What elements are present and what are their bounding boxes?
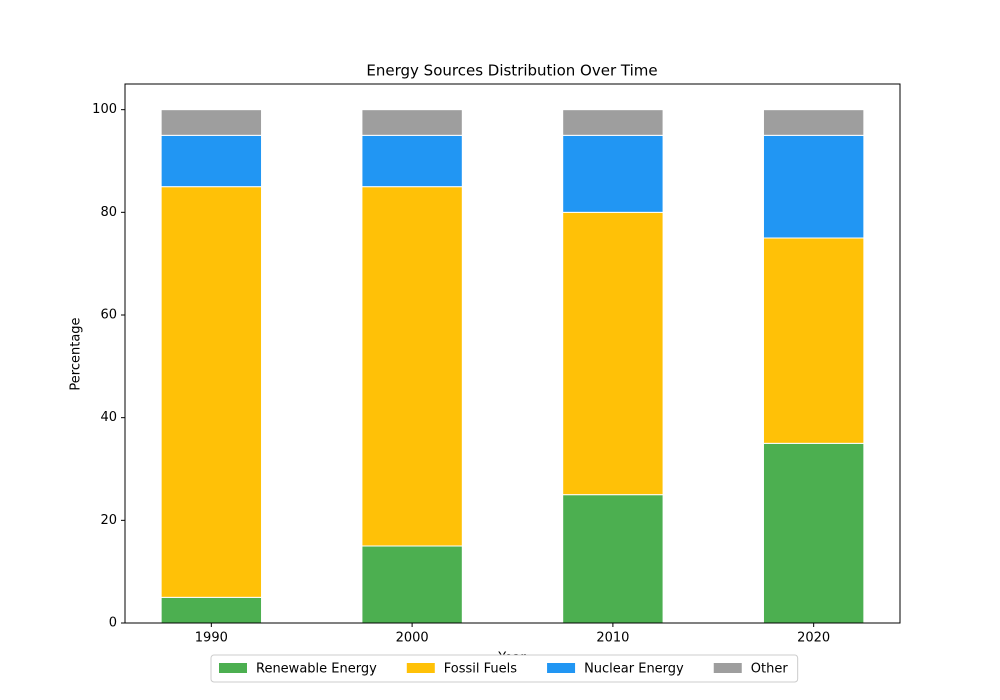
y-tick-label: 100 — [92, 102, 117, 117]
x-tick-label: 2020 — [797, 631, 830, 646]
legend-label: Renewable Energy — [256, 662, 377, 677]
bar-segment — [562, 109, 664, 136]
x-tick-label: 2000 — [396, 631, 429, 646]
bar-segment — [160, 596, 263, 624]
bar-segment — [562, 134, 664, 213]
x-tick-label: 2010 — [596, 631, 629, 646]
bar-segment — [762, 237, 865, 444]
legend-swatch — [406, 663, 435, 673]
y-axis-label: Percentage — [69, 317, 84, 390]
chart-title: Energy Sources Distribution Over Time — [366, 62, 657, 80]
legend-swatch — [219, 663, 247, 673]
legend-box — [210, 654, 799, 683]
legend: Renewable Energy Fossil Fuels Nuclear Ener… — [210, 654, 799, 683]
legend-label: Fossil Fuels — [444, 662, 517, 677]
plot-frame — [124, 83, 901, 624]
bar-segment — [361, 109, 463, 136]
bar-segment — [361, 545, 463, 624]
y-tick-label: 80 — [100, 205, 117, 220]
bar-segment — [562, 494, 664, 624]
x-tick-label: 1990 — [195, 631, 228, 646]
y-tick-label: 20 — [100, 513, 117, 528]
bar-segment — [361, 186, 463, 547]
bar-segment — [762, 109, 865, 136]
bar-segment — [160, 186, 263, 598]
bar-segment — [160, 134, 263, 188]
bar-segment — [160, 109, 263, 136]
y-tick-label: 40 — [100, 410, 117, 425]
y-tick-label: 60 — [100, 308, 117, 323]
y-tick-label: 0 — [109, 616, 117, 631]
bar-segment — [762, 442, 865, 624]
legend-swatch — [713, 663, 742, 673]
legend-label: Nuclear Energy — [584, 662, 684, 677]
bar-segment — [562, 211, 664, 496]
legend-label: Other — [751, 662, 789, 677]
bar-segment — [361, 134, 463, 188]
bar-segment — [762, 134, 865, 239]
legend-swatch — [547, 663, 576, 673]
